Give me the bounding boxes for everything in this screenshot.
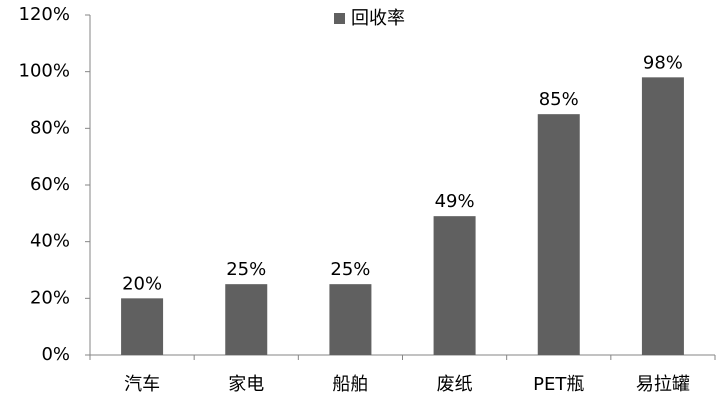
bar bbox=[121, 298, 164, 355]
legend-label: 回收率 bbox=[351, 8, 405, 29]
bar bbox=[641, 77, 684, 355]
y-tick-label: 0% bbox=[41, 344, 70, 365]
y-tick-label: 80% bbox=[30, 117, 70, 138]
bar bbox=[433, 216, 476, 355]
value-label: 20% bbox=[122, 273, 162, 294]
x-tick-label: 家电 bbox=[228, 374, 264, 395]
value-label: 49% bbox=[435, 191, 475, 212]
y-tick-label: 40% bbox=[30, 231, 70, 252]
x-tick-label: 船舶 bbox=[332, 374, 368, 395]
bar bbox=[537, 114, 580, 356]
y-tick-label: 60% bbox=[30, 174, 70, 195]
value-label: 25% bbox=[226, 259, 266, 280]
y-tick-label: 20% bbox=[30, 287, 70, 308]
y-tick-label: 100% bbox=[19, 61, 70, 82]
bar bbox=[329, 284, 372, 355]
x-tick-label: 汽车 bbox=[124, 374, 160, 395]
value-label: 85% bbox=[539, 89, 579, 110]
x-tick-label: 废纸 bbox=[437, 374, 473, 395]
value-label: 25% bbox=[330, 259, 370, 280]
legend-swatch bbox=[334, 13, 345, 24]
bar bbox=[225, 284, 268, 355]
x-tick-label: PET瓶 bbox=[533, 374, 584, 395]
y-tick-label: 120% bbox=[19, 4, 70, 25]
value-label: 98% bbox=[643, 52, 683, 73]
x-tick-label: 易拉罐 bbox=[636, 374, 690, 395]
